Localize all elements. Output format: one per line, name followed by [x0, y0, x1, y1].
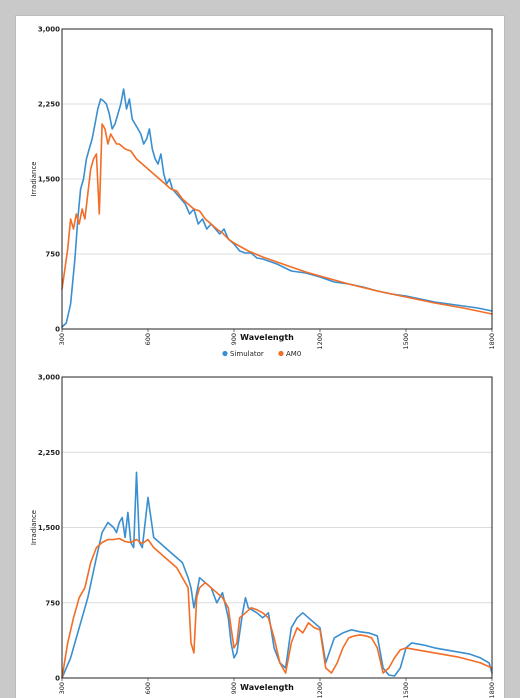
y-tick-label: 0 — [55, 675, 60, 683]
irradiance-chart-bottom: 0 750 1,500 2,250 3,000 300 600 900 1200 1500 1800… — [30, 374, 496, 698]
x-tick-label: 1200 — [316, 682, 324, 698]
y-tick-label: 750 — [45, 251, 60, 259]
x-tick-label: 300 — [58, 333, 66, 345]
y-axis-title: Irradiance — [30, 161, 38, 196]
x-tick-label: 1500 — [402, 333, 410, 350]
y-tick-label: 750 — [45, 599, 60, 607]
x-tick-label: 900 — [230, 682, 238, 694]
series-line-simulator — [61, 471, 493, 679]
x-tick-label: 1800 — [488, 682, 496, 698]
y-tick-label: 2,250 — [38, 449, 60, 457]
y-tick-label: 2,250 — [38, 101, 60, 109]
series-line-am0 — [61, 537, 493, 679]
legend-label-simulator: Simulator — [230, 350, 264, 358]
y-tick-label: 3,000 — [38, 26, 60, 34]
irradiance-chart-top: 0 750 1,500 2,250 3,000 300 600 900 1200 1500 1800… — [30, 26, 496, 359]
y-axis-title: Irradiance — [30, 510, 38, 545]
x-tick-label: 600 — [144, 682, 152, 694]
series-line-am0 — [61, 123, 493, 315]
x-tick-label: 1500 — [402, 682, 410, 698]
plot-border — [61, 28, 493, 330]
x-axis-title: Wavelength — [240, 683, 294, 692]
x-tick-label: 1200 — [316, 333, 324, 350]
plot-border — [61, 376, 493, 679]
y-tick-label: 1,500 — [38, 176, 60, 184]
x-axis-title: Wavelength — [240, 333, 294, 342]
legend-marker-simulator — [222, 350, 228, 357]
y-tick-label: 0 — [55, 326, 60, 334]
x-tick-label: 600 — [144, 333, 152, 345]
chart-panel: 0 750 1,500 2,250 3,000 300 600 900 1200 1500 1800… — [16, 16, 504, 698]
y-tick-label: 1,500 — [38, 524, 60, 532]
legend-label-am0: AM0 — [286, 350, 301, 358]
x-tick-label: 1800 — [488, 333, 496, 350]
series-line-simulator — [61, 88, 493, 328]
x-tick-label: 900 — [230, 333, 238, 345]
x-tick-label: 300 — [58, 682, 66, 694]
y-tick-label: 3,000 — [38, 374, 60, 382]
legend-marker-am0 — [278, 350, 284, 357]
